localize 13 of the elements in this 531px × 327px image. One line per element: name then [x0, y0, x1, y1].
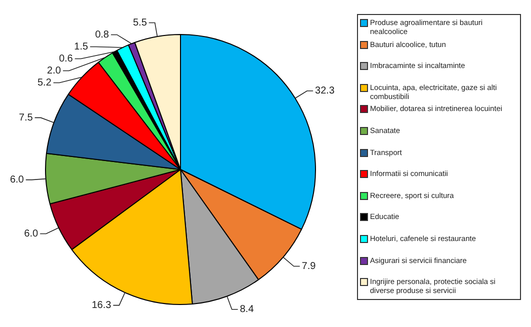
data-label: 6.0: [24, 228, 39, 240]
data-label: 2.0: [47, 65, 62, 76]
data-label: 0.6: [58, 53, 74, 64]
data-label: 0.8: [95, 29, 110, 40]
data-label: 7.5: [18, 112, 34, 124]
data-label: 32.3: [315, 86, 335, 97]
data-label: 8.4: [240, 304, 254, 316]
data-label: 7.9: [302, 261, 316, 272]
data-label: 5.2: [37, 77, 52, 88]
data-label: 5.5: [132, 17, 148, 28]
data-label: 6.0: [10, 174, 24, 186]
data-label: 16.3: [92, 300, 112, 312]
data-label: 1.5: [74, 41, 89, 52]
